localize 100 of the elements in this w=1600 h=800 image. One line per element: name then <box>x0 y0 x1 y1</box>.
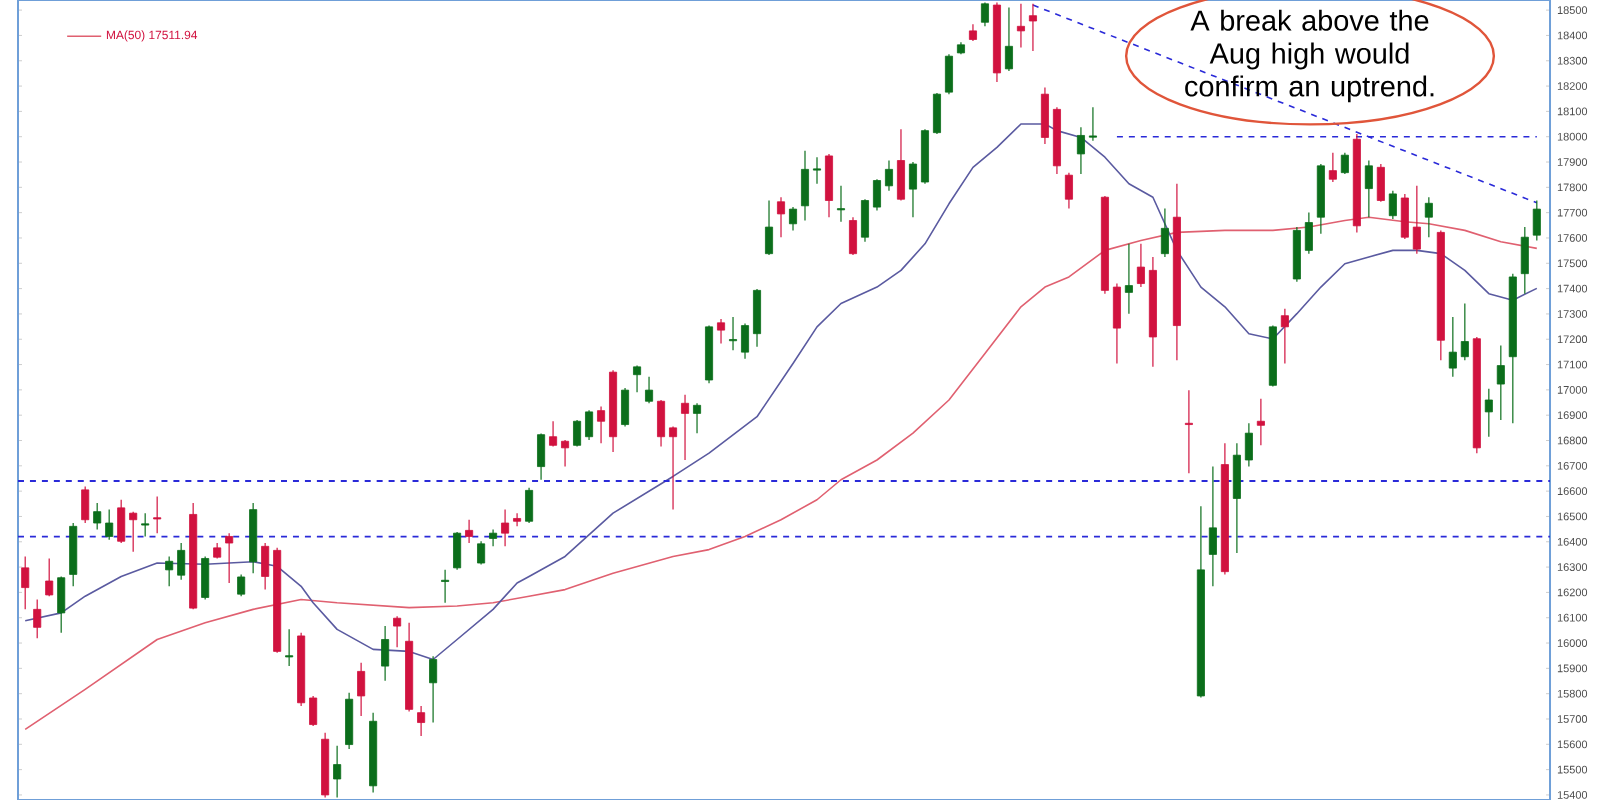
candlestick <box>1244 422 1253 468</box>
candlestick <box>932 92 941 135</box>
candlestick <box>1280 308 1289 365</box>
candlestick <box>729 316 738 351</box>
candlestick <box>345 692 354 750</box>
candlestick <box>33 598 42 639</box>
candlestick <box>645 376 654 404</box>
candlestick <box>753 288 762 348</box>
candlestick <box>201 555 210 601</box>
candlestick <box>1256 398 1265 446</box>
candlestick <box>441 569 450 604</box>
candlestick <box>105 509 114 541</box>
candlestick <box>1412 185 1421 255</box>
candlestick <box>693 402 702 434</box>
candlestick <box>741 322 750 360</box>
candlestick <box>465 519 474 544</box>
candlestick <box>669 425 678 511</box>
candlestick <box>1184 389 1193 474</box>
candlestick <box>884 159 893 192</box>
candlestick <box>1064 172 1073 210</box>
candlestick <box>549 420 558 448</box>
candlestick <box>765 199 774 256</box>
candlestick <box>1328 152 1337 183</box>
candlestick <box>261 542 270 591</box>
annotation: A break above the Aug high would confirm an uptrend. <box>1185 9 1434 103</box>
candlestick <box>177 542 186 581</box>
candlestick <box>1208 465 1217 587</box>
candlestick <box>717 318 726 345</box>
candlestick <box>789 206 798 231</box>
candlestick <box>1340 152 1349 175</box>
candlestick <box>1376 163 1385 203</box>
candlestick <box>117 499 126 544</box>
candlestick <box>93 502 102 531</box>
candlestick <box>908 161 917 218</box>
candlestick <box>537 432 546 481</box>
candlestick <box>585 409 594 441</box>
candlestick <box>896 128 905 202</box>
candlestick <box>1076 126 1085 175</box>
candlestick <box>1400 193 1409 240</box>
candlestick <box>944 53 953 95</box>
candlestick <box>429 655 438 724</box>
candlestick <box>1460 302 1469 361</box>
candlestick <box>1364 159 1373 218</box>
candlestick <box>801 150 809 222</box>
candlestick <box>381 625 390 682</box>
candlestick <box>633 364 642 393</box>
candlestick <box>1532 199 1541 242</box>
candlestick <box>597 405 606 444</box>
candlestick <box>1160 208 1169 258</box>
candlestick <box>1136 243 1145 288</box>
candlestick <box>333 745 342 799</box>
candlestick <box>129 511 138 553</box>
candlestick <box>1304 211 1313 255</box>
candlestick <box>1004 6 1013 72</box>
line-series <box>24 216 1538 731</box>
candlestick <box>860 198 869 243</box>
candlestick <box>848 216 857 256</box>
candlestick <box>1016 3 1025 49</box>
candlestick <box>489 529 498 547</box>
candlestick <box>525 487 534 524</box>
candlestick <box>657 399 666 448</box>
candlestick <box>1040 86 1049 145</box>
candlestick <box>1520 226 1529 295</box>
candlestick <box>45 557 54 597</box>
candlestick <box>1448 316 1457 378</box>
candlestick <box>813 156 821 185</box>
candlestick <box>561 439 570 468</box>
candlestick <box>777 196 786 238</box>
candlestick <box>825 153 833 218</box>
candlestick <box>285 628 294 667</box>
candlestick <box>681 394 690 461</box>
candlestick <box>477 540 486 566</box>
candlestick <box>1484 388 1493 438</box>
candlestick <box>621 387 630 428</box>
candlestick <box>417 705 426 737</box>
candlestick <box>1088 106 1097 142</box>
candlestick <box>237 573 246 597</box>
candlestick <box>501 509 510 547</box>
candlestick <box>1112 282 1121 365</box>
candlestick <box>153 495 162 534</box>
candlestick <box>1496 344 1505 421</box>
candlestick <box>225 532 234 584</box>
candlestick <box>513 512 522 527</box>
candlestick <box>837 185 845 223</box>
candlestick <box>393 615 402 648</box>
candlestick <box>1232 442 1241 554</box>
candlestick <box>573 419 582 448</box>
candlestick <box>165 555 174 587</box>
candlestick <box>1388 190 1397 220</box>
candlestick <box>1124 243 1133 315</box>
candlestick <box>872 178 881 211</box>
candlestick <box>81 485 90 524</box>
candlestick <box>1424 196 1433 238</box>
candlestick <box>57 575 66 634</box>
candlestick <box>309 695 318 727</box>
candlestick <box>141 512 150 538</box>
candlestick <box>21 555 30 610</box>
candlestick <box>1028 3 1037 52</box>
candlestick <box>453 531 462 571</box>
candlestick <box>357 662 366 717</box>
